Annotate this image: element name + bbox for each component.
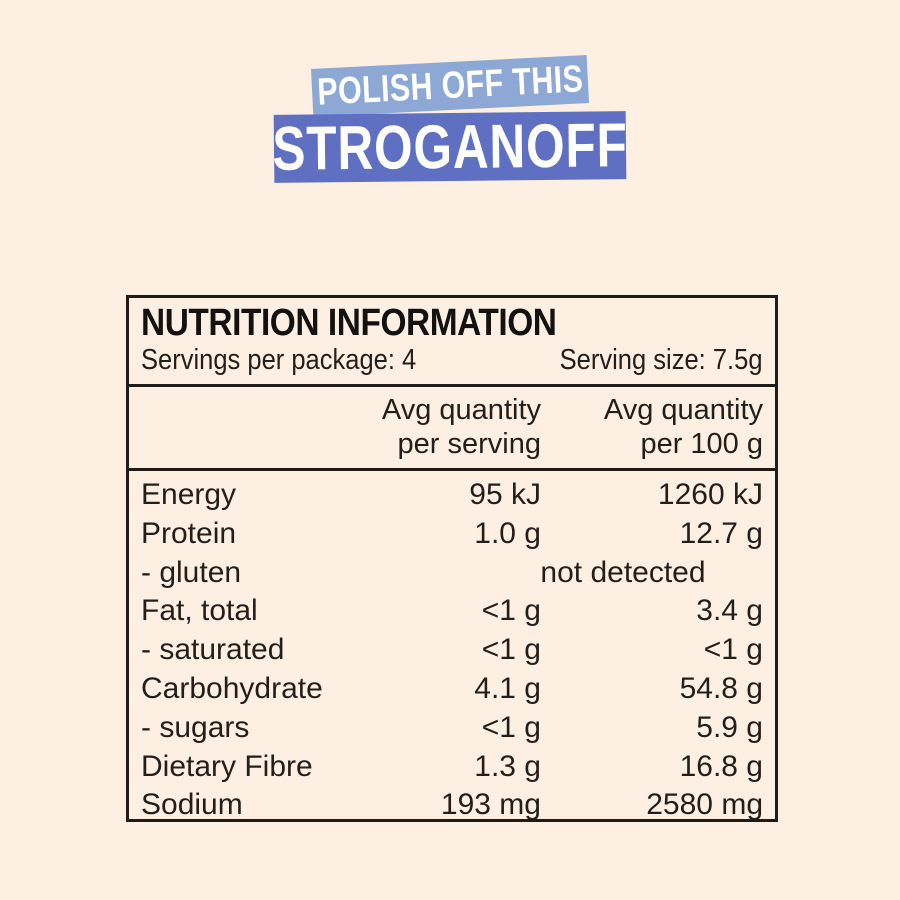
value-per-serving: 4.1 g: [474, 671, 541, 705]
column-header-per-serving: Avg quantity per serving: [373, 393, 541, 461]
table-row-protein: Protein 1.0 g 12.7 g: [141, 515, 763, 554]
badge-stroganoff: STROGANOFF: [272, 110, 628, 184]
value-per-100g: 1260 kJ: [657, 478, 763, 511]
col2-line2: per 100 g: [640, 428, 763, 460]
table-row-gluten: - gluten not detected: [141, 554, 763, 593]
table-row-fat-total: Fat, total <1 g 3.4 g: [141, 592, 763, 631]
table-row-carbohydrate: Carbohydrate 4.1 g 54.8 g: [141, 670, 763, 709]
serving-size: Serving size: 7.5g: [560, 344, 763, 376]
row-label: - gluten: [141, 555, 242, 589]
column-headers-section: Avg quantity per serving Avg quantity pe…: [129, 387, 775, 471]
value-per-100g: 54.8 g: [679, 671, 763, 705]
row-label: Energy: [141, 478, 237, 511]
panel-title: NUTRITION INFORMATION: [141, 302, 763, 344]
col2-line1: Avg quantity: [603, 394, 763, 426]
value-per-100g: 5.9 g: [696, 710, 763, 744]
row-label: Dietary Fibre: [141, 749, 313, 783]
row-label: Sodium: [141, 788, 243, 822]
row-label: - sugars: [141, 710, 250, 744]
nutrition-panel: NUTRITION INFORMATION Servings per packa…: [126, 295, 778, 822]
value-per-serving: 95 kJ: [469, 478, 541, 511]
value-per-100g: <1 g: [703, 633, 763, 667]
value-per-serving: 1.3 g: [474, 749, 541, 783]
value-per-serving: 1.0 g: [474, 516, 541, 550]
row-label: Carbohydrate: [141, 671, 323, 705]
panel-header-section: NUTRITION INFORMATION Servings per packa…: [129, 298, 775, 387]
column-header-per-100g: Avg quantity per 100 g: [541, 393, 763, 461]
table-row-sodium: Sodium 193 mg 2580 mg: [141, 786, 763, 825]
value-per-serving: <1 g: [481, 633, 541, 667]
row-label: Protein: [141, 516, 237, 550]
table-row-dietary-fibre: Dietary Fibre 1.3 g 16.8 g: [141, 748, 763, 787]
value-per-100g: 2580 mg: [646, 788, 763, 822]
value-per-serving: <1 g: [481, 594, 541, 628]
value-per-100g: 16.8 g: [679, 749, 763, 783]
table-row-saturated: - saturated <1 g <1 g: [141, 631, 763, 670]
badge-polish-off-this: POLISH OFF THIS: [310, 55, 590, 117]
value-per-serving: 193 mg: [440, 788, 541, 822]
row-label: - saturated: [141, 633, 285, 667]
panel-title-text: NUTRITION INFORMATION: [141, 302, 557, 344]
value-per-serving: <1 g: [481, 710, 541, 744]
table-row-energy: Energy 95 kJ 1260 kJ: [141, 476, 763, 515]
table-body: Energy 95 kJ 1260 kJ Protein 1.0 g 12.7 …: [129, 471, 775, 825]
span-value: not detected: [540, 555, 706, 589]
row-label: Fat, total: [141, 594, 258, 628]
badge-main-label: STROGANOFF: [272, 110, 628, 184]
col1-line1: Avg quantity: [381, 394, 541, 426]
value-per-100g: 12.7 g: [679, 516, 763, 550]
servings-line: Servings per package: 4 Serving size: 7.…: [141, 344, 763, 377]
col1-line2: per serving: [397, 428, 541, 460]
value-per-100g: 3.4 g: [696, 594, 763, 628]
badge-top-label: POLISH OFF THIS: [316, 57, 584, 114]
table-row-sugars: - sugars <1 g 5.9 g: [141, 709, 763, 748]
servings-per-package: Servings per package: 4: [141, 344, 417, 376]
